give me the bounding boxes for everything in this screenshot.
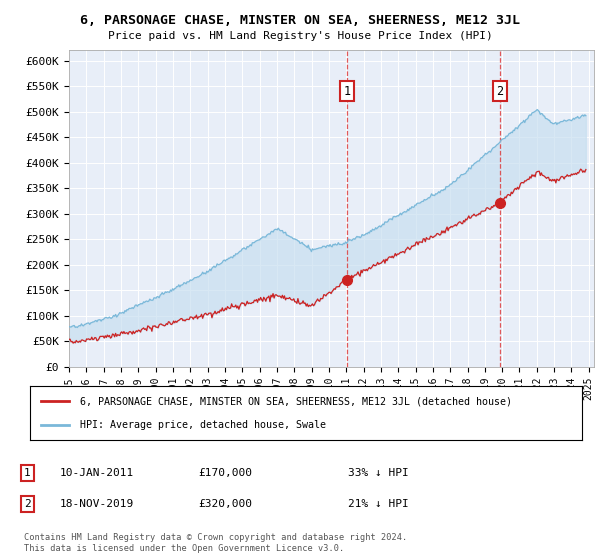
Text: £170,000: £170,000 xyxy=(198,468,252,478)
Text: 10-JAN-2011: 10-JAN-2011 xyxy=(60,468,134,478)
Text: Price paid vs. HM Land Registry's House Price Index (HPI): Price paid vs. HM Land Registry's House … xyxy=(107,31,493,41)
Text: 33% ↓ HPI: 33% ↓ HPI xyxy=(348,468,409,478)
Text: HPI: Average price, detached house, Swale: HPI: Average price, detached house, Swal… xyxy=(80,419,326,430)
Text: 6, PARSONAGE CHASE, MINSTER ON SEA, SHEERNESS, ME12 3JL (detached house): 6, PARSONAGE CHASE, MINSTER ON SEA, SHEE… xyxy=(80,396,512,407)
Text: £320,000: £320,000 xyxy=(198,499,252,509)
Text: 1: 1 xyxy=(343,85,350,98)
Text: 6, PARSONAGE CHASE, MINSTER ON SEA, SHEERNESS, ME12 3JL: 6, PARSONAGE CHASE, MINSTER ON SEA, SHEE… xyxy=(80,14,520,27)
Text: 2: 2 xyxy=(24,499,31,509)
Text: 21% ↓ HPI: 21% ↓ HPI xyxy=(348,499,409,509)
Text: Contains HM Land Registry data © Crown copyright and database right 2024.
This d: Contains HM Land Registry data © Crown c… xyxy=(24,533,407,553)
Text: 18-NOV-2019: 18-NOV-2019 xyxy=(60,499,134,509)
Text: 1: 1 xyxy=(24,468,31,478)
Text: 2: 2 xyxy=(497,85,503,98)
